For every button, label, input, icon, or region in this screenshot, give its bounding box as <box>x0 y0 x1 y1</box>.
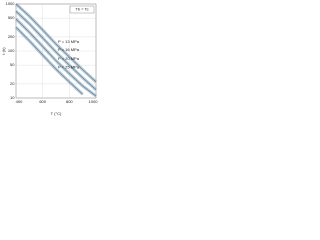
y-tick-label: 100 <box>8 48 15 53</box>
series-label: P = 20 MPa <box>58 56 80 61</box>
y-tick-label: 500 <box>8 15 15 20</box>
series-line <box>15 11 97 90</box>
annotation-box <box>69 5 95 14</box>
x-axis-label: T (°C) <box>51 111 62 116</box>
page: Tb = Tc T (°C) t (h) 10 20 50 100 200 500 1000… <box>0 0 100 118</box>
chart: Tb = Tc T (°C) t (h) 10 20 50 100 200 500 1000… <box>1 1 99 116</box>
series-line <box>15 27 83 95</box>
y-tick-label: 20 <box>10 81 15 86</box>
y-tick-label: 10 <box>10 95 15 100</box>
series-line <box>15 3 97 83</box>
series-label: P = 13 MPa <box>58 39 80 44</box>
annotation: Tb = Tc <box>75 7 88 12</box>
y-tick-label: 50 <box>10 62 15 67</box>
series-label: P = 25 MPa <box>58 64 80 69</box>
x-tick-label: 800 <box>66 99 73 104</box>
x-tick-label: 1000 <box>89 99 99 104</box>
y-axis-label: t (h) <box>1 47 6 55</box>
x-tick-label: 600 <box>39 99 46 104</box>
series-line <box>15 18 97 97</box>
y-tick-label: 200 <box>8 34 15 39</box>
series-label: P = 16 MPa <box>58 47 80 52</box>
x-tick-label: 400 <box>16 99 23 104</box>
y-tick-label: 1000 <box>6 1 16 6</box>
